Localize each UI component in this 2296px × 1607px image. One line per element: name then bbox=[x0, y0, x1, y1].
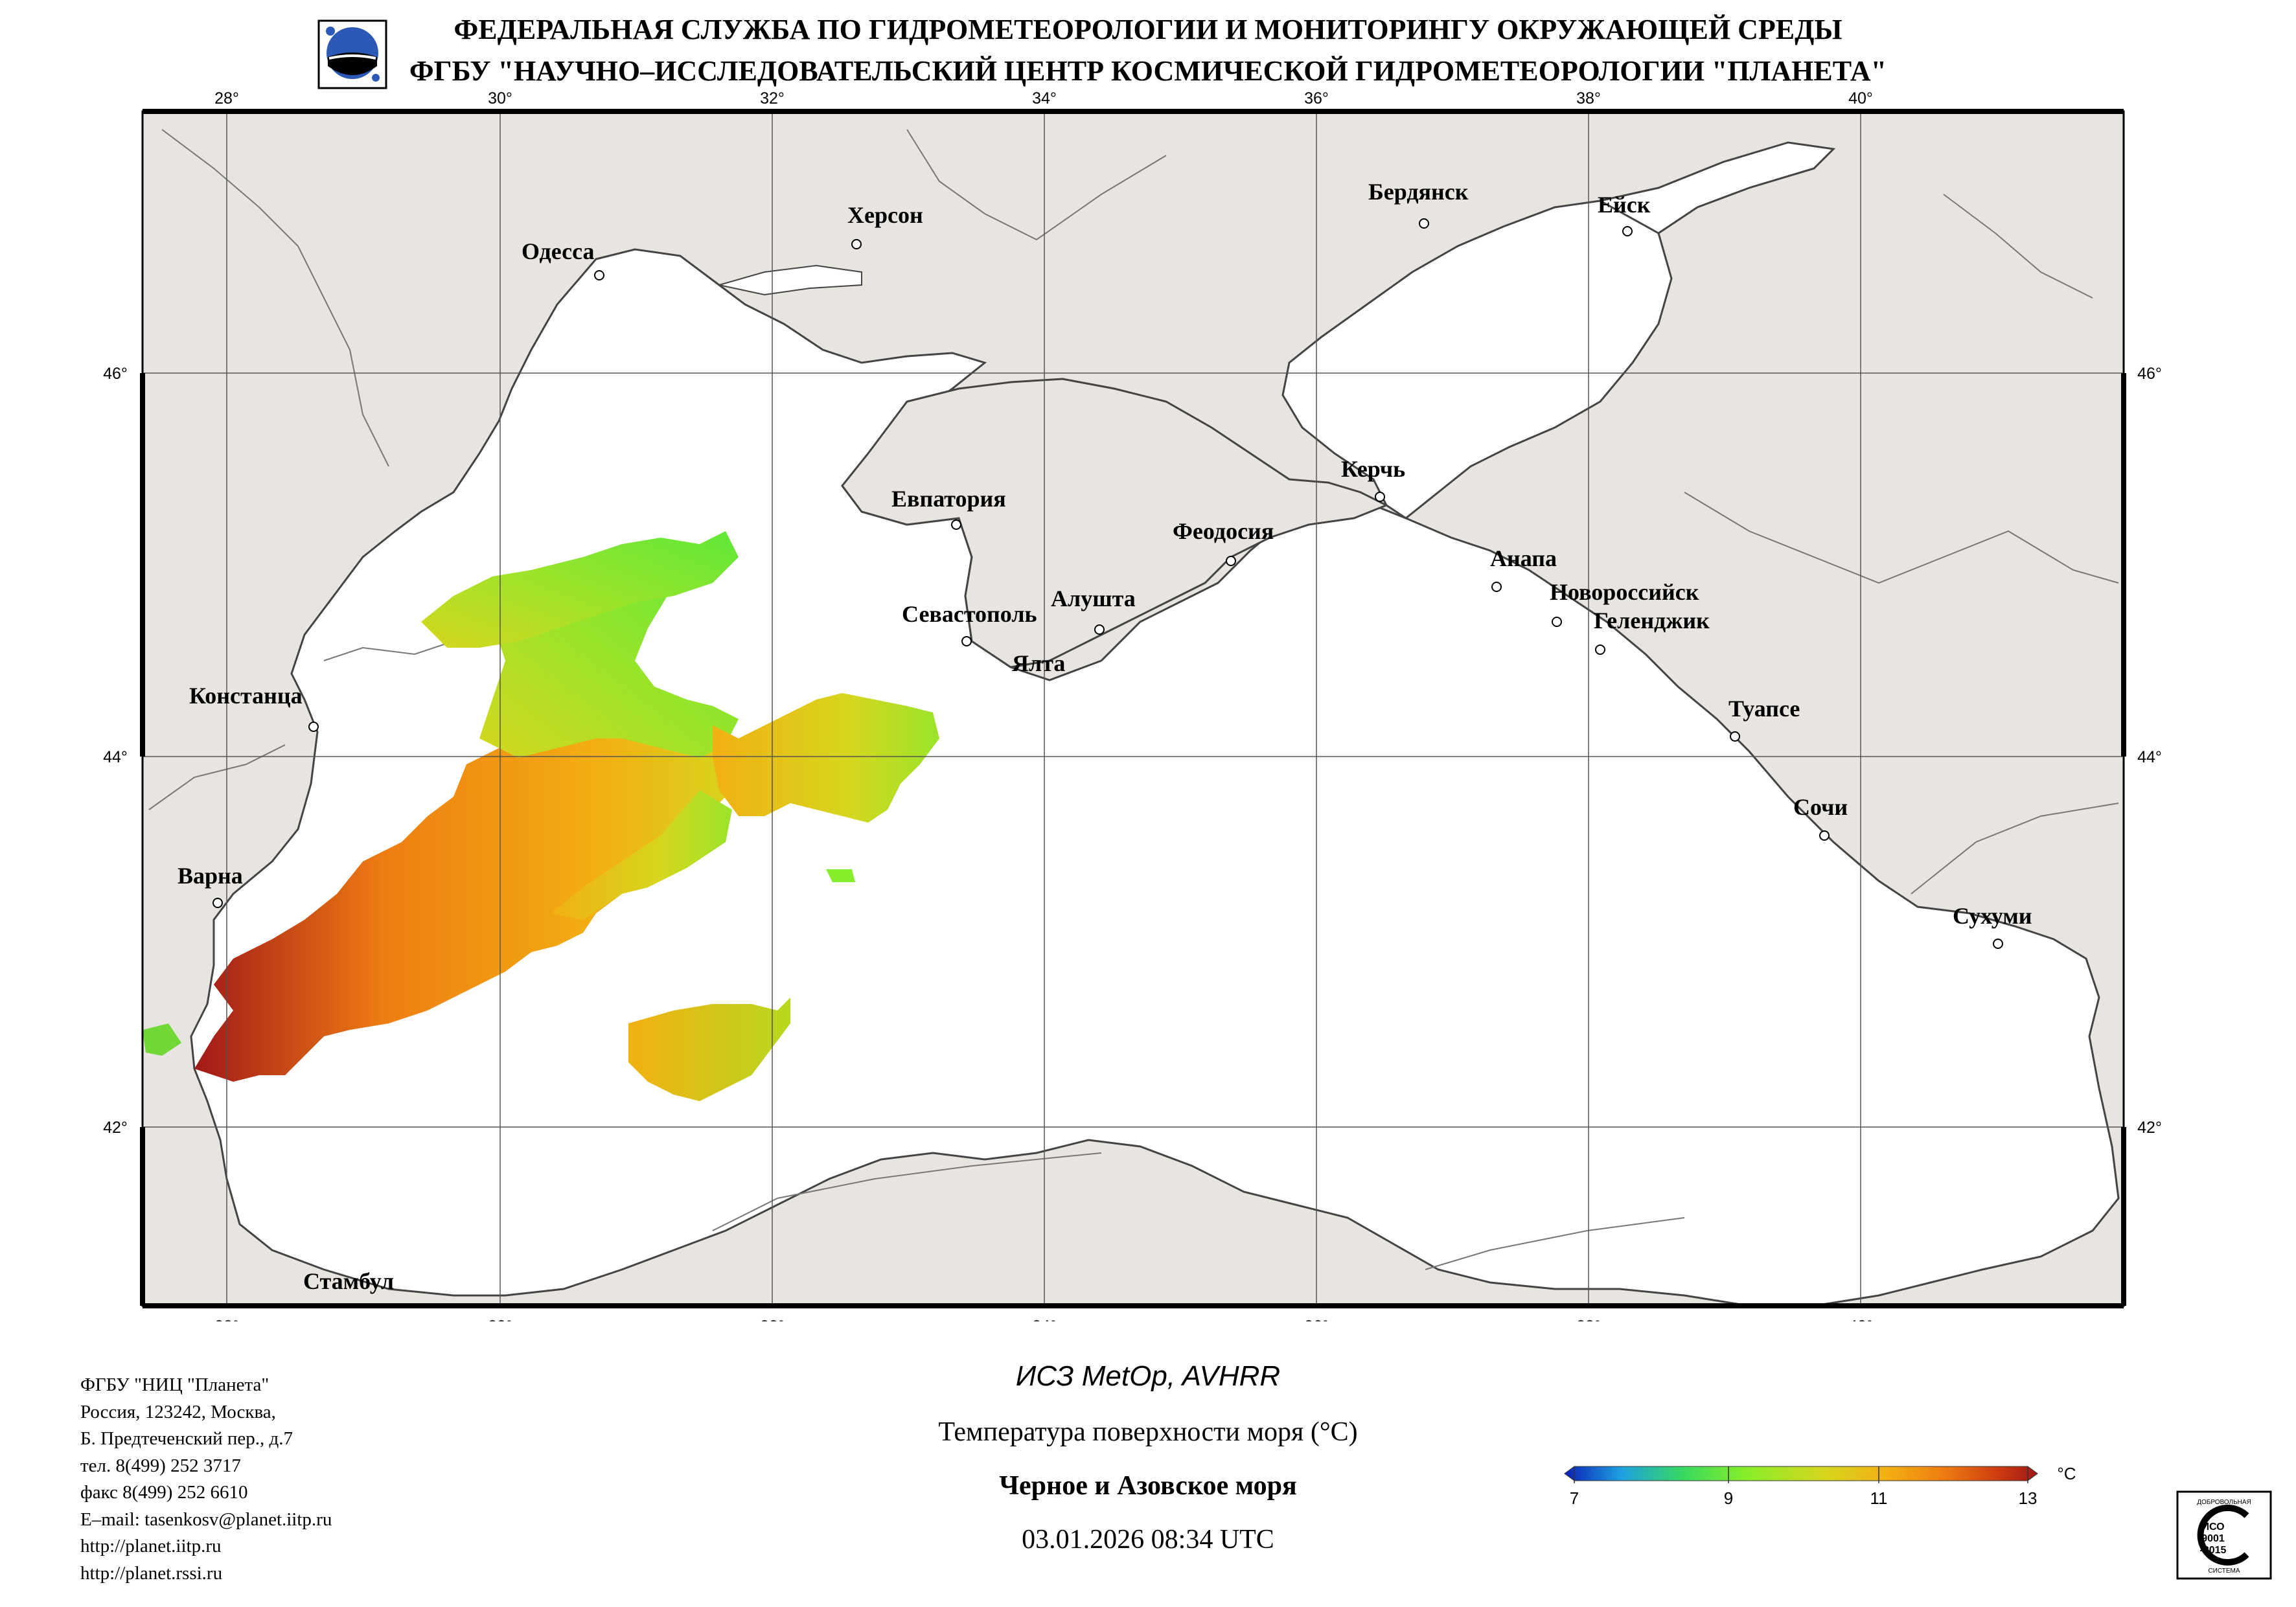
city-label-sochi: Сочи bbox=[1793, 794, 1848, 820]
city-label-odessa: Одесса bbox=[522, 238, 595, 264]
city-label-feodosia: Феодосия bbox=[1173, 518, 1274, 544]
city-label-gelendzhik: Геленджик bbox=[1594, 608, 1710, 633]
org-line: http://planet.rssi.ru bbox=[80, 1562, 223, 1584]
lon-label-top: 34° bbox=[1032, 89, 1057, 108]
sst-patch-east bbox=[713, 693, 939, 823]
iso-top-text: ДОБРОВОЛЬНАЯ bbox=[2197, 1499, 2251, 1506]
city-label-kherson: Херсон bbox=[847, 202, 923, 228]
observation-datetime: 03.01.2026 08:34 UTC bbox=[1022, 1525, 1274, 1555]
sst-patch-small bbox=[826, 869, 855, 882]
lon-label-bottom: 40° bbox=[1848, 1317, 1873, 1321]
org-line: Б. Предтеченский пер., д.7 bbox=[80, 1428, 293, 1449]
lon-label-bottom: 32° bbox=[760, 1317, 785, 1321]
lat-label-right: 44° bbox=[2137, 748, 2162, 766]
sst-patch-coastal-green bbox=[143, 1023, 181, 1056]
org-line: факс 8(499) 252 6610 bbox=[80, 1482, 248, 1503]
lat-label-left: 42° bbox=[103, 1119, 128, 1137]
colorbar-tick: 13 bbox=[2019, 1488, 2038, 1508]
colorbar-gradient bbox=[1564, 1466, 2038, 1481]
sst-patch-western bbox=[194, 700, 739, 1082]
iso-mark: ИСО bbox=[2201, 1522, 2224, 1533]
org-line: тел. 8(499) 252 3717 bbox=[80, 1455, 241, 1476]
planeta-logo-icon bbox=[317, 19, 387, 89]
parameter-title: Температура поверхности моря (°С) bbox=[938, 1417, 1358, 1447]
iso-bottom-text: СИСТЕМА bbox=[2208, 1567, 2240, 1575]
sea-surface-temperature-map: 28° 30° 32° 34° 36° 38° 40° 28° 30° 32° … bbox=[103, 89, 2162, 1321]
sst-data-layer bbox=[143, 531, 939, 1101]
organization-info: ФГБУ "НИЦ "Планета" Россия, 123242, Моск… bbox=[80, 1372, 332, 1587]
city-label-yevpatoria: Евпатория bbox=[891, 486, 1006, 512]
lon-label-bottom: 34° bbox=[1032, 1317, 1057, 1321]
city-label-istanbul: Стамбул bbox=[303, 1268, 394, 1294]
rivers-borders bbox=[148, 129, 2119, 1270]
lat-label-left: 46° bbox=[103, 365, 128, 383]
city-label-yeysk: Ейск bbox=[1598, 192, 1651, 218]
org-line: http://planet.iitp.ru bbox=[80, 1536, 222, 1556]
sst-patch-east2 bbox=[551, 790, 732, 920]
colorbar-tick: 7 bbox=[1570, 1488, 1579, 1508]
lat-label-right: 42° bbox=[2137, 1119, 2162, 1137]
lon-label-top: 32° bbox=[760, 89, 785, 108]
lat-label-right: 46° bbox=[2137, 365, 2162, 383]
lon-label-top: 40° bbox=[1848, 89, 1873, 108]
header-title-line1: ФЕДЕРАЛЬНАЯ СЛУЖБА ПО ГИДРОМЕТЕОРОЛОГИИ … bbox=[453, 14, 1843, 45]
city-label-tuapse: Туапсе bbox=[1728, 696, 1800, 722]
city-label-constanta: Констанца bbox=[189, 683, 303, 709]
colorbar-unit: °C bbox=[2057, 1464, 2076, 1483]
taganrog-bay bbox=[1597, 141, 1836, 234]
lon-label-top: 36° bbox=[1304, 89, 1329, 108]
iso-9001-certification-icon: ДОБРОВОЛЬНАЯ ИСО 9001 -2015 СИСТЕМА bbox=[2176, 1490, 2272, 1580]
city-label-sukhumi: Сухуми bbox=[1953, 903, 2032, 929]
sst-patch-south bbox=[628, 997, 790, 1101]
map-frame-thick bbox=[140, 109, 2126, 1308]
iso-year: -2015 bbox=[2200, 1545, 2227, 1556]
satellite-name: ИСЗ MetOp, AVHRR bbox=[1015, 1360, 1281, 1392]
iso-code: 9001 bbox=[2201, 1533, 2225, 1544]
colorbar-tick: 9 bbox=[1724, 1488, 1733, 1508]
city-label-sevastopol: Севастополь bbox=[902, 601, 1037, 627]
lat-label-left: 44° bbox=[103, 748, 128, 766]
colorbar-tick: 11 bbox=[1870, 1488, 1888, 1508]
city-label-novorossiysk: Новороссийск bbox=[1550, 579, 1699, 605]
lon-label-bottom: 30° bbox=[488, 1317, 512, 1321]
org-line: E–mail: tasenkosv@planet.iitp.ru bbox=[80, 1509, 332, 1530]
org-line: Россия, 123242, Москва, bbox=[80, 1401, 276, 1422]
graticule bbox=[143, 111, 2124, 1306]
city-label-berdyansk: Бердянск bbox=[1368, 179, 1469, 205]
city-label-kerch: Керчь bbox=[1341, 456, 1405, 482]
region-title: Черное и Азовское моря bbox=[999, 1471, 1297, 1501]
lon-label-top: 30° bbox=[488, 89, 512, 108]
lon-label-bottom: 36° bbox=[1304, 1317, 1329, 1321]
lon-label-bottom: 38° bbox=[1576, 1317, 1601, 1321]
city-label-anapa: Анапа bbox=[1490, 545, 1557, 571]
city-label-varna: Варна bbox=[178, 863, 243, 889]
header-title-line2: ФГБУ "НАУЧНО–ИССЛЕДОВАТЕЛЬСКИЙ ЦЕНТР КОС… bbox=[409, 55, 1887, 87]
lon-label-top: 28° bbox=[214, 89, 239, 108]
lon-label-bottom: 28° bbox=[214, 1317, 239, 1321]
city-label-alushta: Алушта bbox=[1051, 586, 1136, 611]
colorbar: 7 9 11 13 °C bbox=[1564, 1464, 2076, 1508]
org-line: ФГБУ "НИЦ "Планета" bbox=[80, 1374, 270, 1395]
lon-label-top: 38° bbox=[1576, 89, 1601, 108]
city-label-yalta: Ялта bbox=[1012, 650, 1065, 676]
